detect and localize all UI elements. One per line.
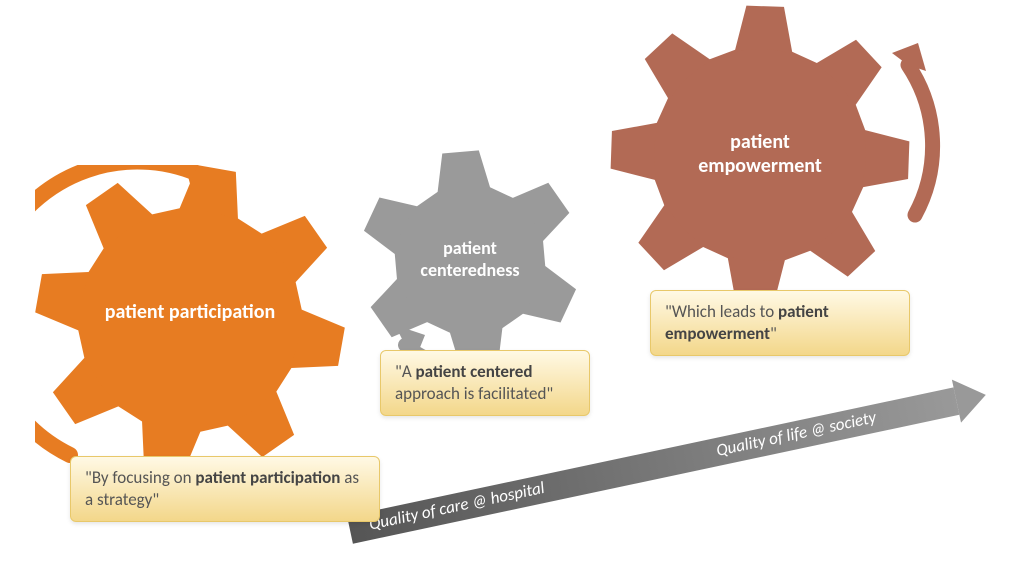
caption-centeredness: "A patient centered approach is facilita… <box>380 350 590 416</box>
caption-text: "Which leads to patient empowerment" <box>665 301 829 344</box>
gear-empowerment-label: patient empowerment <box>670 130 850 178</box>
caption-text: "By focusing on patient participation as… <box>85 467 359 510</box>
gear-centeredness: patient centeredness <box>360 150 580 370</box>
caption-participation: "By focusing on patient participation as… <box>70 456 380 522</box>
gear-centeredness-label: patient centeredness <box>405 238 535 281</box>
gear-participation: patient participation <box>35 165 345 475</box>
caption-text: "A patient centered approach is facilita… <box>395 361 553 404</box>
caption-empowerment: "Which leads to patient empowerment" <box>650 290 910 356</box>
gear-participation-label: patient participation <box>90 300 290 324</box>
gear-empowerment: patient empowerment <box>610 5 950 305</box>
